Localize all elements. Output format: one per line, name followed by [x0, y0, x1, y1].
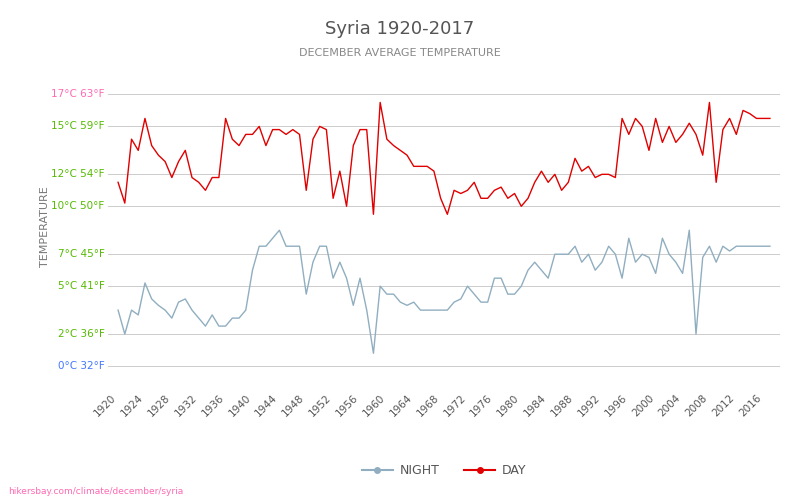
Text: 2°C 36°F: 2°C 36°F [58, 329, 105, 339]
Text: 5°C 41°F: 5°C 41°F [58, 281, 105, 291]
Text: Syria 1920-2017: Syria 1920-2017 [326, 20, 474, 38]
Y-axis label: TEMPERATURE: TEMPERATURE [40, 186, 50, 266]
Text: 17°C 63°F: 17°C 63°F [51, 90, 105, 100]
Text: hikersbay.com/climate/december/syria: hikersbay.com/climate/december/syria [8, 487, 183, 496]
Text: DECEMBER AVERAGE TEMPERATURE: DECEMBER AVERAGE TEMPERATURE [299, 48, 501, 58]
Text: 0°C 32°F: 0°C 32°F [58, 361, 105, 371]
Text: 15°C 59°F: 15°C 59°F [51, 122, 105, 132]
Text: 7°C 45°F: 7°C 45°F [58, 249, 105, 259]
Text: 10°C 50°F: 10°C 50°F [51, 202, 105, 211]
Text: 12°C 54°F: 12°C 54°F [51, 170, 105, 179]
Legend: NIGHT, DAY: NIGHT, DAY [357, 459, 531, 482]
